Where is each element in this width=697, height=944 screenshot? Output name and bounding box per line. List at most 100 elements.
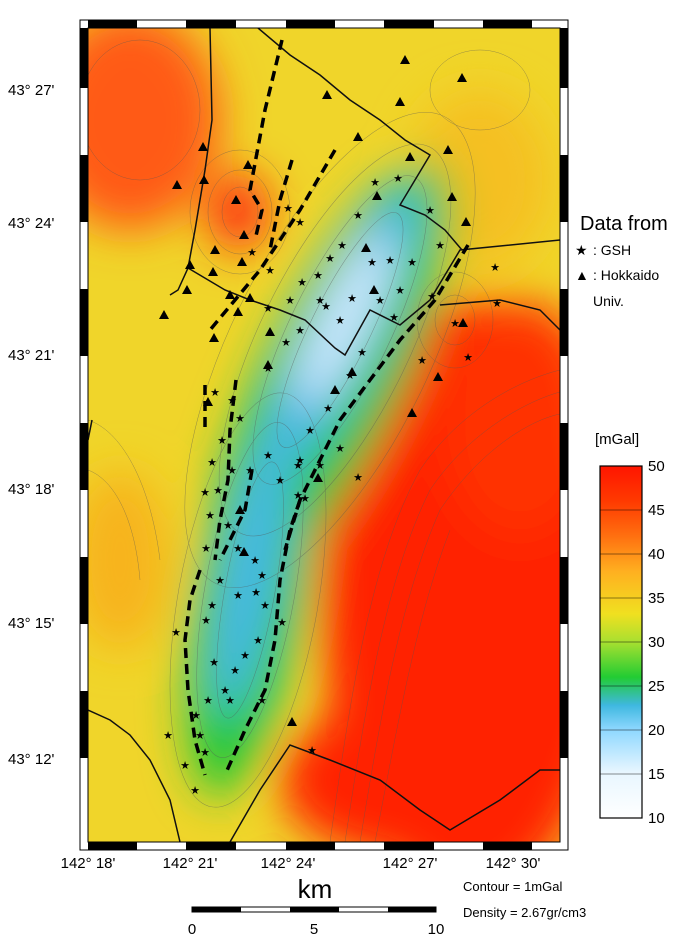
data-source-legend: Data from ★ : GSH ▲ : Hokkaido Univ.: [575, 213, 668, 309]
star-icon: ★: [305, 424, 315, 437]
triangle-icon: [239, 230, 249, 239]
star-icon: ★: [300, 492, 310, 505]
lat-label: 43° 15': [8, 615, 55, 632]
triangle-icon: [330, 385, 340, 394]
colorbar: [mGal] 50 45 40 35 30 25 20 15 10: [595, 431, 665, 827]
star-icon: ★: [227, 464, 237, 477]
star-icon: ★: [337, 239, 347, 252]
scale-tick: 5: [310, 921, 318, 938]
star-icon: ★: [195, 729, 205, 742]
star-icon: ★: [277, 616, 287, 629]
triangle-icon: [447, 192, 457, 201]
triangle-icon: [433, 372, 443, 381]
star-icon: ★: [492, 297, 502, 310]
star-icon: ★: [171, 626, 181, 639]
triangle-icon: [361, 243, 371, 252]
star-icon: ★: [393, 172, 403, 185]
star-icon: ★: [335, 442, 345, 455]
lon-label: 142° 27': [383, 855, 438, 872]
gravity-field: ★ ★ ★ ★ ★ ★ ★ ★ ★ ★ ★ ★ ★ ★ ★ ★ ★ ★ ★ ★ ★ ★ ★ ★ ★ ★ ★ ★ ★ ★ ★ ★ ★ ★ ★ ★ ★ ★ ★ ★…: [88, 28, 560, 842]
star-icon: ★: [295, 216, 305, 229]
star-icon: ★: [353, 209, 363, 222]
star-icon: ★: [201, 614, 211, 627]
triangle-icon: [210, 245, 220, 254]
star-icon: ★: [230, 664, 240, 677]
star-icon: ★: [260, 599, 270, 612]
star-icon: ★: [275, 474, 285, 487]
contour-note: Contour = 1mGal: [463, 879, 562, 894]
star-icon: ★: [207, 456, 217, 469]
star-icon: ★: [190, 784, 200, 797]
triangle-icon: [372, 191, 382, 200]
star-icon: ★: [223, 519, 233, 532]
star-icon: ★: [205, 509, 215, 522]
lon-label: 142° 21': [163, 855, 218, 872]
star-icon: ★: [213, 484, 223, 497]
lat-label: 43° 12': [8, 751, 55, 768]
triangle-icon: [405, 152, 415, 161]
star-icon: ★: [293, 489, 303, 502]
scale-tick: 10: [428, 921, 445, 938]
star-icon: ★: [297, 276, 307, 289]
colorbar-tick: 40: [648, 546, 665, 563]
triangle-icon: [199, 175, 209, 184]
star-icon: ★: [201, 542, 211, 555]
lat-label: 43° 18': [8, 481, 55, 498]
star-icon: ★: [191, 709, 201, 722]
star-icon: ★: [435, 239, 445, 252]
star-icon: ★: [347, 292, 357, 305]
star-icon: ★: [375, 294, 385, 307]
lat-label: 43° 21': [8, 347, 55, 364]
triangle-icon: [347, 367, 357, 376]
star-icon: ★: [200, 746, 210, 759]
star-icon: ★: [220, 684, 230, 697]
triangle-icon: [245, 293, 255, 302]
lat-label: 43° 27': [8, 82, 55, 99]
star-icon: ★: [207, 599, 217, 612]
star-icon: ★: [225, 694, 235, 707]
legend-item-hokkaido: : Hokkaido: [593, 267, 659, 283]
colorbar-tick: 45: [648, 502, 665, 519]
triangle-icon: [313, 473, 323, 482]
triangle-icon: [172, 180, 182, 189]
star-icon: ★: [490, 261, 500, 274]
star-icon: ★: [427, 290, 437, 303]
star-icon: ★: [313, 269, 323, 282]
star-icon: ★: [257, 569, 267, 582]
triangle-icon: [443, 145, 453, 154]
star-icon: ★: [417, 354, 427, 367]
lon-label: 142° 24': [261, 855, 316, 872]
triangle-icon: [182, 285, 192, 294]
star-icon: ★: [370, 176, 380, 189]
colorbar-tick: 20: [648, 722, 665, 739]
star-icon: ★: [235, 412, 245, 425]
star-icon: ★: [385, 254, 395, 267]
star-icon: ★: [425, 204, 435, 217]
triangle-icon: [369, 285, 379, 294]
triangle-icon: [198, 142, 208, 151]
star-icon: ★: [323, 402, 333, 415]
triangle-icon: [243, 160, 253, 169]
triangle-icon: [457, 73, 467, 82]
colorbar-tick: 15: [648, 766, 665, 783]
star-icon: ★: [450, 317, 460, 330]
star-icon: ★: [335, 314, 345, 327]
star-icon: ★: [233, 589, 243, 602]
triangle-icon: [263, 360, 273, 369]
star-icon: ★: [247, 246, 257, 259]
star-icon: ★: [283, 202, 293, 215]
star-icon: ★: [245, 464, 255, 477]
star-icon: ★: [263, 302, 273, 315]
colorbar-tick: 10: [648, 810, 665, 827]
triangle-icon: [159, 310, 169, 319]
scale-tick: 0: [188, 921, 196, 938]
star-icon: ★: [210, 386, 220, 399]
star-icon: ★: [251, 586, 261, 599]
gsh-data-points: ★ ★ ★ ★ ★ ★ ★ ★ ★ ★ ★ ★ ★ ★ ★ ★ ★ ★ ★ ★ ★ ★ ★ ★ ★ ★ ★ ★ ★ ★ ★ ★ ★ ★ ★ ★ ★ ★ ★ ★…: [163, 172, 502, 797]
star-icon: ★: [253, 634, 263, 647]
star-icon: ★: [357, 346, 367, 359]
star-icon: ★: [321, 300, 331, 313]
star-icon: ★: [233, 542, 243, 555]
triangle-icon: [395, 97, 405, 106]
